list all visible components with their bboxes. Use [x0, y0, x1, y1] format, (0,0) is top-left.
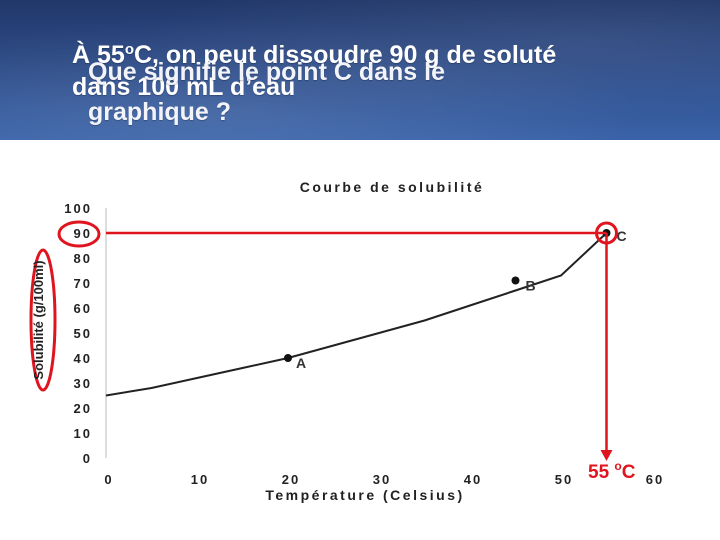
y-axis-label: Solubilité (g/100ml): [31, 260, 46, 379]
y-tick-label: 90: [74, 226, 92, 241]
arrow-head-icon: [600, 450, 613, 461]
highlight-circle-c: [595, 221, 618, 245]
answer-line2: dans 100 mL d’eau: [72, 73, 296, 101]
x-tick-label: 0: [104, 472, 113, 487]
x-tick-label: 40: [464, 472, 482, 487]
x-axis-label: Température (Celsius): [265, 487, 464, 503]
y-tick-label: 70: [74, 276, 92, 291]
x-tick-label: 50: [555, 472, 573, 487]
point-a: [284, 354, 292, 362]
answer-text: À 55oC, on peut dissoudre 90 g de soluté…: [72, 42, 556, 100]
chart-title: Courbe de solubilité: [300, 179, 485, 195]
point-label-c: C: [617, 228, 627, 244]
x-tick-label: 30: [373, 472, 391, 487]
point-label-b: B: [526, 278, 536, 294]
chart-ticks: 0 10 20 30 40 50 60 70 80 90 100 0 10 20 30 40 50 60: [64, 201, 664, 487]
x-tick-label: 20: [282, 472, 300, 487]
y-tick-label: 60: [74, 301, 92, 316]
question-line1: Que signifie le point C dans le: [88, 58, 445, 86]
y-tick-label: 80: [74, 251, 92, 266]
y-tick-label: 100: [64, 201, 92, 216]
slide-header: À 55oC, on peut dissoudre 90 g de soluté…: [0, 0, 720, 140]
point-label-a: A: [296, 355, 306, 371]
data-points: A B C: [284, 228, 627, 371]
question-line2: graphique ?: [88, 98, 232, 126]
y-tick-label: 0: [83, 451, 92, 466]
highlight-ellipse-90: [57, 220, 101, 248]
x-tick-label: 60: [646, 472, 664, 487]
x-tick-label: 10: [191, 472, 209, 487]
solubility-curve: [105, 232, 608, 397]
y-tick-label: 30: [74, 376, 92, 391]
y-tick-label: 20: [74, 401, 92, 416]
highlight-ellipse-ylabel: [29, 248, 57, 392]
answer-line1: À 55oC, on peut dissoudre 90 g de soluté: [72, 41, 557, 69]
question-text: Que signifie le point C dans le graphiqu…: [88, 59, 445, 125]
callout-55c: 55 oC: [588, 459, 636, 483]
point-b: [511, 276, 520, 285]
annotation-layer: [29, 220, 618, 461]
y-tick-label: 10: [74, 426, 92, 441]
y-tick-label: 50: [74, 326, 92, 341]
y-tick-label: 40: [74, 351, 92, 366]
